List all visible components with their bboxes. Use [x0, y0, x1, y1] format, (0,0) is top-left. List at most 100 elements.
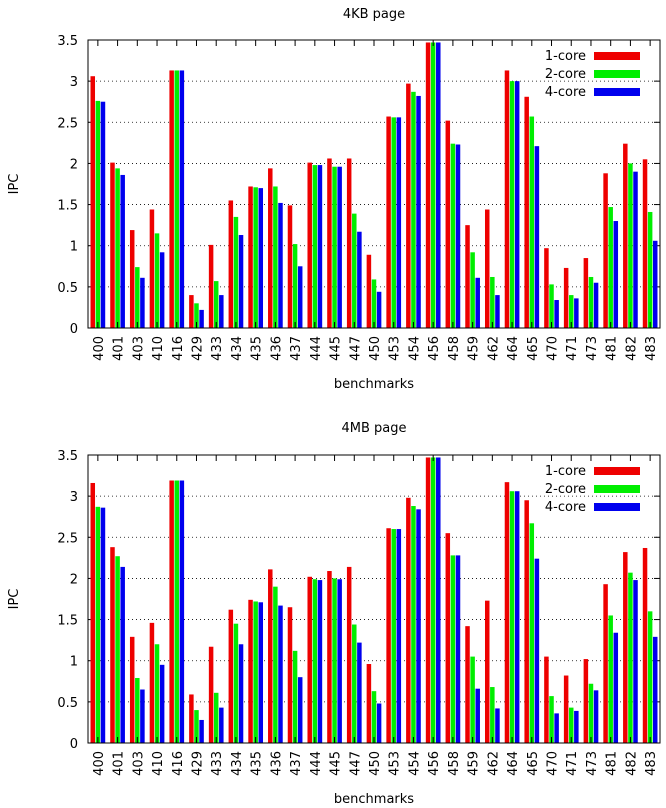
x-tick-label: 436 [269, 336, 284, 361]
bar-1-core-435 [248, 599, 253, 743]
bar-2-core-464 [509, 81, 515, 328]
y-tick-label: 0 [70, 322, 78, 337]
bar-1-core-429 [189, 295, 194, 328]
x-tick-label: 416 [171, 751, 186, 776]
chart-2: 4MB page 0 0.5 1 1.5 2 2.5 3 3.5 400 401 403 410 416 4… [7, 421, 661, 807]
x-tick-label: 429 [190, 751, 205, 776]
bar-2-core-481 [608, 207, 613, 328]
y-tick-label: 2.5 [57, 531, 78, 546]
legend-label: 2-core [545, 482, 586, 497]
bar-4-core-447 [357, 642, 362, 743]
x-tick-label: 435 [250, 336, 265, 361]
x-tick-label: 471 [565, 336, 580, 361]
bar-2-core-447 [352, 624, 357, 743]
legend-swatch [594, 503, 640, 511]
bar-4-core-462 [495, 708, 500, 743]
bar-4-core-471 [574, 298, 579, 328]
bar-2-core-400 [95, 506, 101, 743]
x-tick-label: 462 [486, 336, 501, 361]
x-tick-label: 403 [131, 336, 146, 361]
bar-1-core-454 [406, 83, 411, 328]
bar-2-core-482 [628, 572, 633, 743]
bar-2-core-400 [95, 100, 101, 328]
bar-4-core-465 [534, 146, 540, 328]
bar-2-core-458 [450, 555, 456, 743]
bar-2-core-471 [568, 707, 574, 743]
bar-4-core-482 [633, 580, 638, 743]
bar-2-core-454 [411, 91, 416, 328]
bar-2-core-473 [588, 683, 594, 743]
x-tick-label: 473 [585, 336, 600, 361]
bar-1-core-459 [465, 626, 470, 743]
bar-2-core-482 [628, 163, 633, 328]
bar-4-core-453 [396, 117, 402, 328]
bar-1-core-434 [228, 609, 234, 743]
x-axis-label: benchmarks [334, 377, 414, 392]
bar-2-core-471 [568, 295, 574, 328]
x-tick-label: 464 [506, 336, 521, 361]
bar-1-core-436 [268, 168, 273, 328]
bar-2-core-464 [509, 491, 515, 743]
bar-1-core-464 [504, 70, 510, 328]
bar-2-core-458 [450, 143, 456, 328]
bar-4-core-401 [120, 566, 125, 743]
bar-2-core-483 [647, 211, 653, 328]
bar-1-core-437 [287, 205, 293, 328]
x-tick-label: 462 [486, 751, 501, 776]
x-tick-label: 456 [427, 751, 442, 776]
bar-1-core-434 [228, 200, 234, 328]
bar-2-core-465 [529, 523, 535, 743]
x-tick-label: 459 [467, 336, 482, 361]
bar-2-core-459 [470, 656, 475, 743]
legend-label: 1-core [545, 464, 586, 479]
bar-4-core-454 [416, 95, 421, 328]
x-tick-label: 437 [289, 751, 304, 776]
bar-2-core-403 [135, 267, 140, 328]
x-tick-label: 483 [644, 751, 659, 776]
y-tick-label: 3 [70, 75, 78, 90]
x-tick-label: 482 [624, 336, 639, 361]
bar-4-core-470 [554, 300, 559, 328]
bar-2-core-456 [430, 457, 436, 743]
bar-1-core-465 [524, 96, 529, 328]
y-tick-label: 0.5 [57, 281, 78, 296]
bar-4-core-458 [455, 555, 461, 743]
x-tick-label: 456 [427, 336, 442, 361]
bar-4-core-450 [376, 703, 382, 743]
bar-4-core-400 [100, 101, 106, 329]
bar-1-core-403 [129, 230, 135, 328]
bar-4-core-403 [140, 277, 145, 328]
y-tick-label: 3.5 [57, 449, 78, 464]
bar-2-core-433 [213, 281, 219, 328]
legend-swatch [594, 70, 640, 78]
bar-1-core-453 [386, 528, 391, 743]
y-tick-label: 3.5 [57, 34, 78, 49]
bar-2-core-410 [154, 644, 160, 743]
bar-4-core-435 [258, 602, 264, 743]
bar-2-core-433 [213, 692, 219, 743]
bar-1-core-416 [169, 480, 174, 743]
bar-1-core-470 [544, 248, 549, 328]
x-tick-label: 433 [210, 751, 225, 776]
x-tick-label: 429 [190, 336, 205, 361]
bar-4-core-416 [179, 70, 185, 328]
bar-4-core-429 [199, 719, 204, 743]
bar-1-core-445 [327, 571, 332, 743]
x-tick-label: 437 [289, 336, 304, 361]
bar-1-core-481 [603, 584, 608, 743]
bar-4-core-434 [238, 235, 244, 328]
x-tick-label: 400 [92, 336, 107, 361]
bar-4-core-433 [219, 707, 224, 743]
bar-4-core-445 [337, 166, 342, 328]
bar-2-core-437 [292, 650, 298, 743]
y-tick-label: 3 [70, 490, 78, 505]
x-tick-label: 470 [546, 751, 561, 776]
legend: 1-core 2-core 4-core [545, 464, 640, 515]
bar-1-core-473 [583, 659, 589, 743]
bar-4-core-403 [140, 689, 145, 743]
x-tick-label: 450 [368, 336, 383, 361]
x-tick-label: 481 [605, 336, 620, 361]
y-tick-label: 1 [70, 240, 78, 255]
bar-4-core-481 [613, 632, 619, 743]
bar-4-core-437 [297, 266, 303, 328]
